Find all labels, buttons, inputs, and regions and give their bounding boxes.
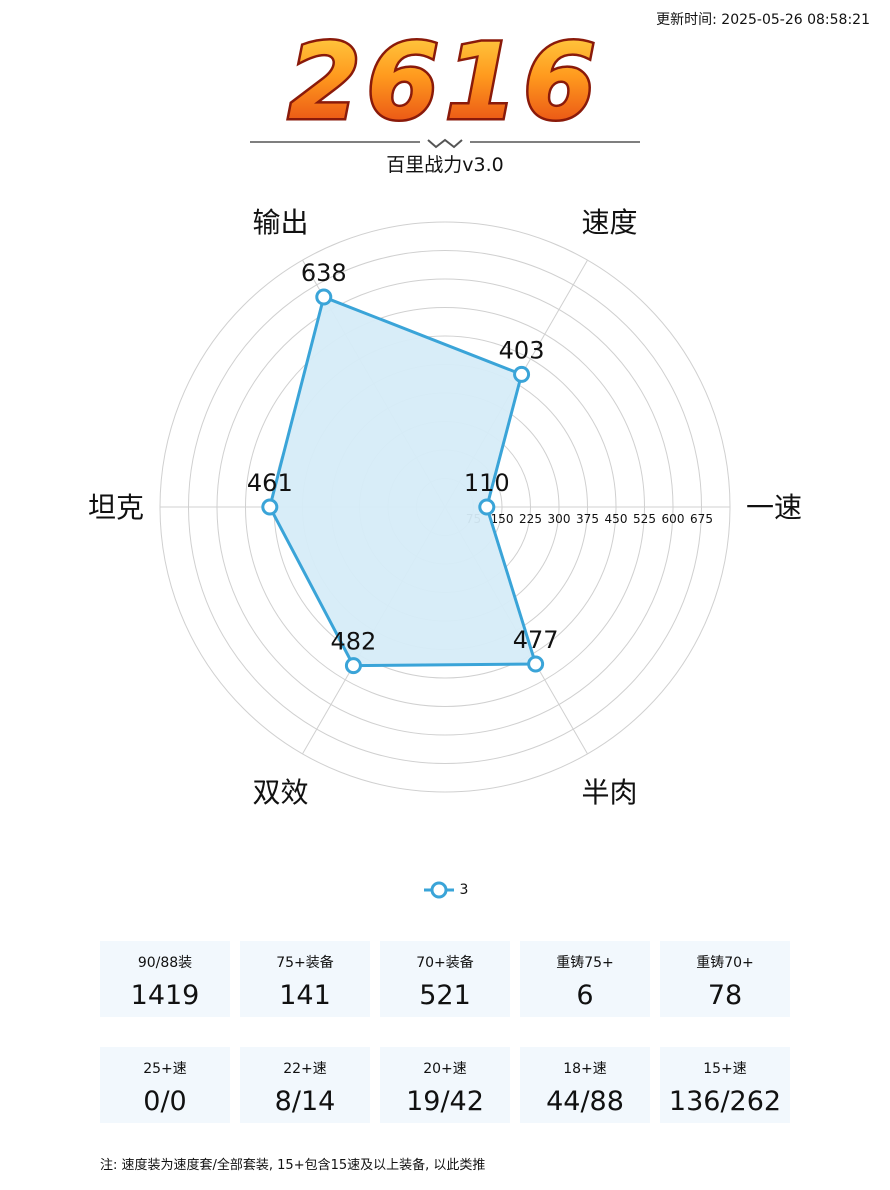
stat-label: 75+装备	[276, 955, 334, 971]
axis-label: 双效	[252, 776, 308, 809]
data-point	[478, 498, 496, 516]
stat-label: 重铸75+	[556, 955, 614, 971]
legend-series-icon	[423, 881, 454, 899]
radial-tick-label: 675	[690, 512, 713, 526]
stat-label: 90/88装	[137, 955, 193, 971]
radial-tick-label: 150	[491, 512, 514, 526]
stat-value: 0/0	[143, 1086, 187, 1117]
stat-value: 141	[279, 980, 331, 1011]
legend-series-label: 3	[459, 882, 469, 898]
stat-card: 90/88装 1419	[100, 941, 230, 1017]
axis-label: 一速	[746, 491, 802, 524]
axis-label: 输出	[252, 206, 308, 239]
score-logo: 2616	[286, 19, 601, 146]
legend: 3	[0, 880, 890, 900]
stat-label: 20+速	[423, 1061, 467, 1077]
speed-stats-row: 25+速 0/0 22+速 8/14 20+速 19/42 18+速 44/88 15+…	[100, 1047, 790, 1123]
data-point	[527, 655, 545, 673]
stat-label: 22+速	[283, 1061, 327, 1077]
radial-tick-label: 450	[605, 512, 628, 526]
stat-value: 521	[419, 980, 471, 1011]
radial-tick-label: 300	[548, 512, 571, 526]
radial-tick-label: 525	[633, 512, 656, 526]
data-point	[344, 657, 362, 675]
stat-card: 75+装备 141	[240, 941, 370, 1017]
equipment-stats-row: 90/88装 1419 75+装备 141 70+装备 521 重铸75+ 6 重铸70…	[100, 941, 790, 1017]
radial-tick-label: 225	[519, 512, 542, 526]
footnote: 注: 速度装为速度套/全部套装, 15+包含15速及以上装备, 以此类推	[100, 1158, 486, 1173]
data-label: 403	[499, 336, 545, 364]
data-label: 482	[331, 628, 377, 656]
stat-value: 8/14	[274, 1086, 336, 1117]
stat-value: 1419	[130, 980, 200, 1011]
update-time: 更新时间: 2025-05-26 08:58:21	[656, 12, 870, 28]
stat-card: 重铸70+ 78	[660, 941, 790, 1017]
stat-card: 18+速 44/88	[520, 1047, 650, 1123]
radial-tick-label: 600	[662, 512, 685, 526]
stat-card: 22+速 8/14	[240, 1047, 370, 1123]
stat-value: 19/42	[406, 1086, 484, 1117]
total-score: 2616	[288, 21, 601, 143]
stat-card: 70+装备 521	[380, 941, 510, 1017]
title-divider	[250, 138, 640, 149]
axis-label: 速度	[581, 206, 637, 239]
chart-subtitle: 百里战力v3.0	[386, 154, 504, 176]
series-3: 110 403 638 461 482 477	[247, 259, 559, 675]
stat-card: 25+速 0/0	[100, 1047, 230, 1123]
stat-label: 70+装备	[416, 955, 474, 971]
stat-label: 25+速	[143, 1061, 187, 1077]
stat-card: 20+速 19/42	[380, 1047, 510, 1123]
data-point	[513, 365, 531, 383]
data-point	[315, 288, 333, 306]
radial-ticks: 75150225300375450525600675	[466, 512, 713, 526]
stat-value: 78	[707, 980, 743, 1011]
stat-label: 18+速	[563, 1061, 607, 1077]
axis-label: 半肉	[581, 776, 637, 809]
data-label: 638	[301, 259, 347, 287]
stat-label: 15+速	[703, 1061, 747, 1077]
stat-card: 15+速 136/262	[660, 1047, 790, 1123]
stat-value: 44/88	[546, 1086, 624, 1117]
axis-label: 坦克	[88, 491, 144, 524]
radar-chart: 75150225300375450525600675 1104036384614…	[88, 206, 802, 809]
data-point	[261, 498, 279, 516]
stat-label: 重铸70+	[696, 955, 754, 971]
data-label: 110	[464, 469, 510, 497]
radial-tick-label: 375	[576, 512, 599, 526]
stat-card: 重铸75+ 6	[520, 941, 650, 1017]
stat-value: 6	[576, 980, 594, 1011]
data-label: 461	[247, 469, 293, 497]
stat-value: 136/262	[668, 1086, 782, 1117]
data-label: 477	[513, 626, 559, 654]
